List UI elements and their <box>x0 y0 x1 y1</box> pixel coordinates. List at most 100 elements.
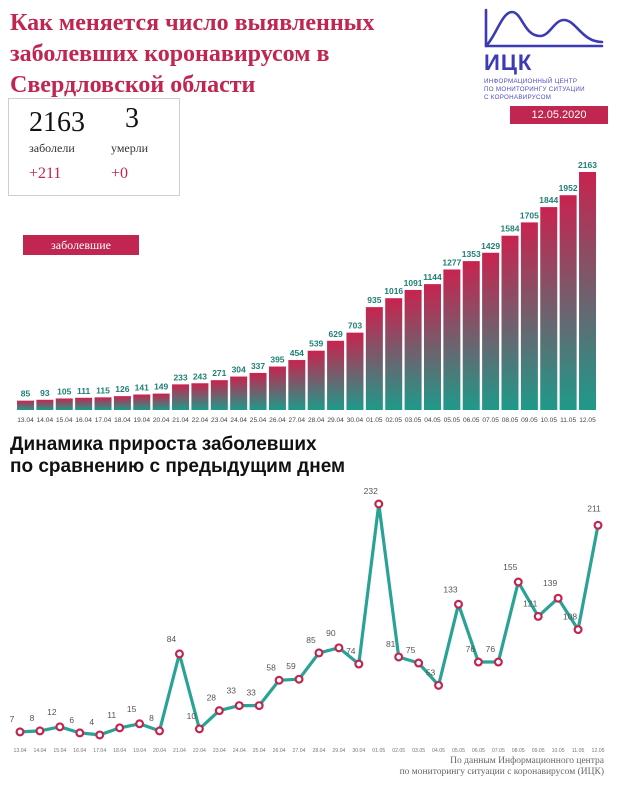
point-value-label: 8 <box>30 713 35 723</box>
data-point <box>194 724 204 734</box>
data-point <box>95 730 105 740</box>
data-point <box>473 657 483 667</box>
bar-value-label: 539 <box>309 339 323 349</box>
x-tick-label: 05.05 <box>452 748 465 754</box>
point-value-label: 81 <box>386 639 396 649</box>
source-note: По данным Информационного центра по мони… <box>400 756 604 778</box>
bar-value-label: 395 <box>270 355 284 365</box>
line-chart-title: Динамика прироста заболевших по сравнени… <box>10 434 430 478</box>
x-tick-label: 04.05 <box>424 417 441 424</box>
x-tick-label: 29.04 <box>327 417 344 424</box>
x-tick-label: 18.04 <box>113 748 126 754</box>
x-tick-label: 11.05 <box>560 417 576 424</box>
x-tick-label: 12.05 <box>579 417 596 424</box>
cumulative-cases-bar-chart: 85 13.04 93 14.04 105 15.04 111 16.04 115 17.04 12… <box>17 160 597 424</box>
bar-value-label: 1091 <box>404 278 423 288</box>
date-badge: 12.05.2020 <box>510 106 608 124</box>
title-line: Как меняется число выявленных <box>10 10 375 36</box>
bar <box>288 360 306 410</box>
bar-legend-tag: заболевшие <box>23 235 139 255</box>
bar <box>327 340 345 410</box>
point-value-label: 15 <box>127 704 137 714</box>
bar-value-label: 1705 <box>520 210 539 220</box>
x-tick-label: 26.04 <box>269 417 286 424</box>
x-tick-label: 03.05 <box>412 748 425 754</box>
x-tick-label: 09.05 <box>532 748 545 754</box>
x-tick-label: 09.05 <box>521 417 538 424</box>
bar-value-label: 304 <box>232 365 246 375</box>
x-tick-label: 28.04 <box>308 417 325 424</box>
point-value-label: 75 <box>406 645 416 655</box>
series-line <box>19 502 600 737</box>
bar <box>559 195 577 410</box>
point-value-label: 84 <box>167 634 177 644</box>
x-tick-label: 02.05 <box>385 417 402 424</box>
x-tick-label: 27.04 <box>289 417 306 424</box>
bar <box>249 372 267 410</box>
logo-sub-line: ПО МОНИТОРИНГУ СИТУАЦИИ <box>484 86 585 93</box>
point-value-label: 53 <box>426 667 436 677</box>
data-point <box>75 728 85 738</box>
point-value-label: 8 <box>149 713 154 723</box>
bar-value-label: 1016 <box>384 286 403 296</box>
logo-wave-icon <box>484 8 604 48</box>
bar <box>55 398 73 410</box>
bar-value-label: 105 <box>57 386 71 396</box>
x-tick-label: 03.05 <box>405 417 422 424</box>
point-value-label: 133 <box>443 584 457 594</box>
x-tick-label: 22.04 <box>192 417 209 424</box>
data-point <box>15 727 25 737</box>
bar-value-label: 1844 <box>539 195 558 205</box>
deaths-label: умерли <box>111 141 149 155</box>
x-tick-label: 21.04 <box>173 748 186 754</box>
x-tick-label: 24.04 <box>233 748 246 754</box>
source-line: по мониторингу ситуации с коронавирусом … <box>399 767 604 777</box>
bar-value-label: 454 <box>290 348 304 358</box>
data-point <box>573 625 583 635</box>
data-point <box>234 701 244 711</box>
x-tick-label: 13.04 <box>14 748 27 754</box>
bar <box>540 207 558 410</box>
deaths-count: 3 <box>125 103 139 134</box>
bar-value-label: 115 <box>96 385 110 395</box>
bar-value-label: 1584 <box>501 224 520 234</box>
bar <box>404 289 422 410</box>
logo-sub-line: С КОРОНАВИРУСОМ <box>484 94 552 101</box>
data-point <box>35 726 45 736</box>
point-value-label: 10 <box>187 711 197 721</box>
x-tick-label: 14.04 <box>37 417 54 424</box>
data-point <box>55 722 65 732</box>
x-tick-label: 07.05 <box>482 417 499 424</box>
x-tick-label: 20.04 <box>153 417 170 424</box>
page-title: Как меняется число выявленных заболевших… <box>10 8 440 101</box>
bar-value-label: 141 <box>135 382 149 392</box>
x-tick-label: 17.04 <box>95 417 112 424</box>
bar <box>520 222 538 410</box>
bar <box>94 397 112 410</box>
point-value-label: 4 <box>89 717 94 727</box>
logo-abbreviation: ИЦК <box>484 50 533 75</box>
bar <box>307 350 325 410</box>
data-point <box>174 649 184 659</box>
point-value-label: 232 <box>364 486 378 496</box>
point-value-label: 12 <box>47 707 57 717</box>
point-value-label: 85 <box>306 635 316 645</box>
data-point <box>334 643 344 653</box>
x-tick-label: 11.05 <box>572 748 585 754</box>
data-point <box>314 648 324 658</box>
x-tick-label: 12.05 <box>592 748 605 754</box>
bar-value-label: 1353 <box>462 249 481 259</box>
logo-subtitle: ИНФОРМАЦИОННЫЙ ЦЕНТР ПО МОНИТОРИНГУ СИТУ… <box>484 78 608 102</box>
point-value-label: 121 <box>523 598 537 608</box>
bar-value-label: 935 <box>367 295 381 305</box>
data-point <box>254 701 264 711</box>
x-tick-label: 05.05 <box>444 417 461 424</box>
data-point <box>553 593 563 603</box>
source-line: По данным Информационного центра <box>450 756 604 766</box>
x-tick-label: 30.04 <box>352 748 365 754</box>
bar-value-label: 1429 <box>481 241 500 251</box>
bar <box>17 400 34 410</box>
bar <box>191 383 209 410</box>
point-value-label: 6 <box>69 715 74 725</box>
